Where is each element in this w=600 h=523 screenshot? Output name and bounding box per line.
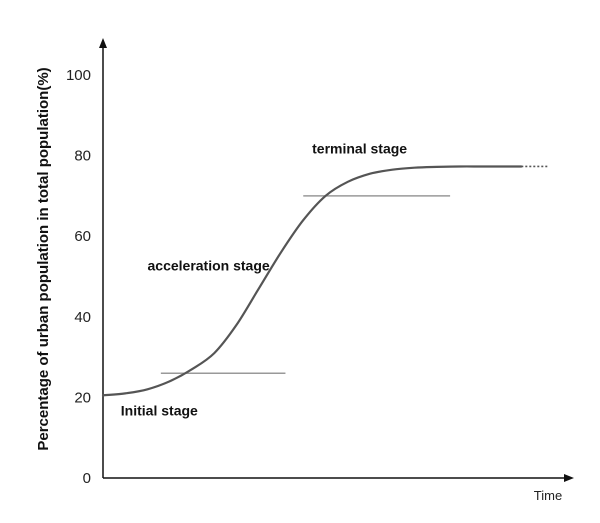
y-tick-labels: 0 20 40 60 80 100 [66, 67, 91, 487]
stage-annotations: Initial stage acceleration stage terminal … [121, 141, 407, 419]
stage-label: acceleration stage [148, 257, 270, 273]
y-tick-label: 40 [74, 309, 91, 326]
x-axis-arrow [564, 474, 574, 482]
y-tick-label: 80 [74, 148, 91, 165]
urbanization-series [101, 165, 548, 397]
y-tick-label: 60 [74, 228, 91, 245]
stage-label: terminal stage [312, 141, 407, 157]
x-axis-title: Time [534, 488, 562, 503]
urbanization-curve [101, 165, 523, 397]
y-tick-label: 100 [66, 67, 91, 84]
stage-boundary-lines [160, 195, 451, 374]
stage-label: Initial stage [121, 403, 198, 419]
y-axis-title: Percentage of urban population in total … [35, 67, 52, 450]
y-tick-label: 20 [74, 389, 91, 406]
y-tick-label: 0 [83, 470, 91, 487]
y-axis-arrow [99, 38, 107, 48]
